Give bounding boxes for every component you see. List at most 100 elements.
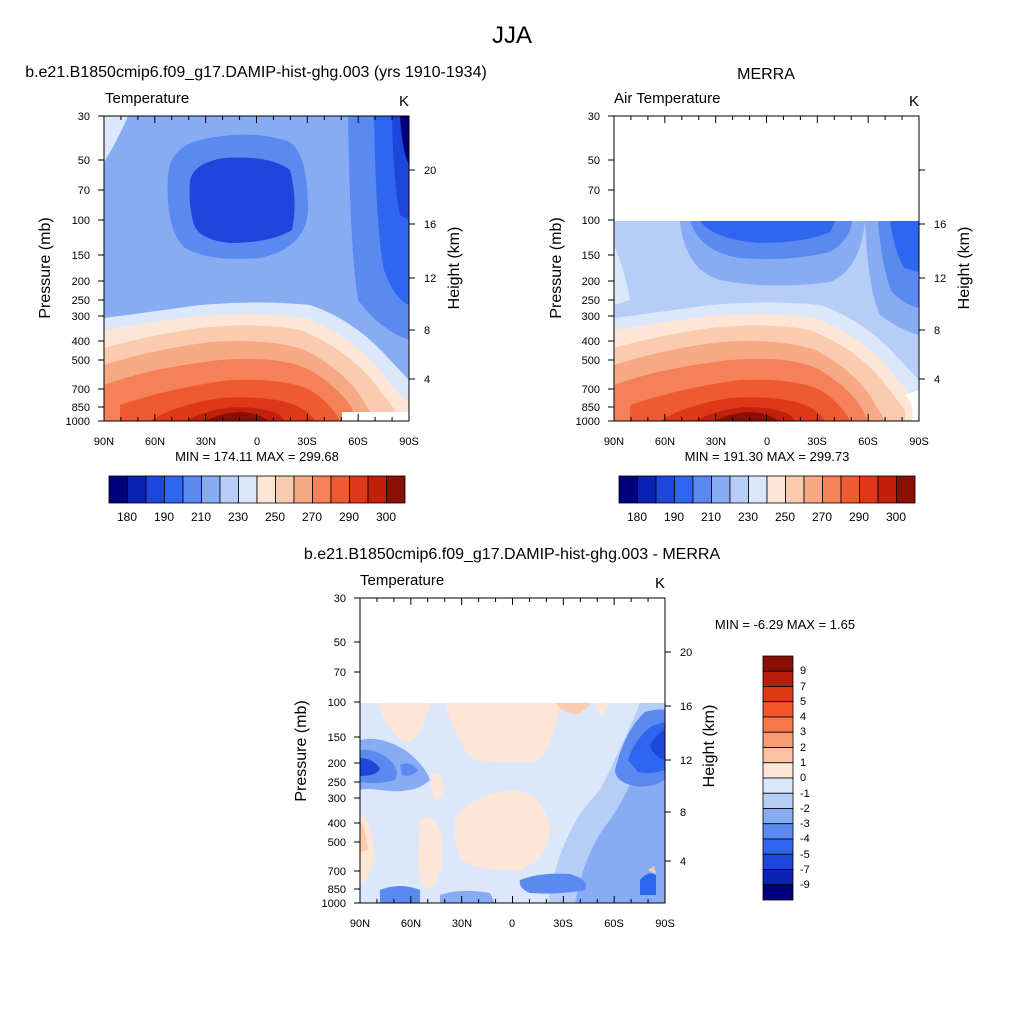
- y-tick-label: 200: [72, 276, 90, 288]
- y-tick-label: 1000: [66, 416, 90, 428]
- colorbar-swatch: [729, 475, 749, 504]
- height-tick-label: 8: [934, 325, 940, 337]
- y-tick-label: 500: [582, 355, 600, 367]
- colorbar-label: 290: [849, 510, 869, 524]
- height-tick-label: 20: [424, 165, 436, 177]
- colorbar-swatch: [762, 762, 794, 779]
- colorbar-label: 250: [265, 510, 285, 524]
- height-tick-label: 12: [934, 273, 946, 285]
- colorbar-swatch: [367, 475, 387, 504]
- x-tick-label: 30N: [196, 436, 216, 448]
- colorbar-swatch: [762, 655, 794, 672]
- colorbar-swatch: [762, 884, 794, 901]
- colorbar-swatch: [748, 475, 768, 504]
- colorbar-swatch: [762, 701, 794, 718]
- y-tick-label: 400: [72, 336, 90, 348]
- y-tick-label: 70: [334, 667, 346, 679]
- x-tick-label: 90S: [655, 918, 675, 930]
- colorbar-swatch: [275, 475, 295, 504]
- panel-observation-y-ticks-right: 16 12 8 4: [934, 219, 946, 386]
- colorbar-label: 270: [302, 510, 322, 524]
- x-tick-label: 60N: [401, 918, 421, 930]
- colorbar-swatch: [785, 475, 805, 504]
- colorbar-label: 300: [886, 510, 906, 524]
- colorbar-label: 250: [775, 510, 795, 524]
- colorbar-label: -9: [800, 879, 810, 891]
- colorbar-label: -3: [800, 818, 810, 830]
- colorbar-swatch: [349, 475, 369, 504]
- colorbar-swatch: [762, 838, 794, 855]
- y-tick-label: 400: [582, 336, 600, 348]
- colorbar-swatch: [762, 747, 794, 764]
- panel-difference-left-label: Temperature: [360, 572, 444, 589]
- colorbar-swatch: [637, 475, 657, 504]
- x-tick-label: 90N: [604, 436, 624, 448]
- y-tick-label: 850: [582, 402, 600, 414]
- colorbar-swatch: [762, 670, 794, 687]
- panel-model-y-ticks: 30 50 70 100 150 200 250 300 400 500 700…: [66, 111, 90, 428]
- colorbar-label: 7: [800, 681, 806, 693]
- y-tick-label: 1000: [322, 898, 346, 910]
- y-tick-label: 150: [328, 732, 346, 744]
- panel-model-field: [104, 116, 409, 421]
- panel-difference-y-ticks-right: 20 16 12 8 4: [680, 647, 692, 868]
- y-tick-label: 100: [328, 697, 346, 709]
- y-tick-label: 200: [328, 758, 346, 770]
- colorbar-label: 2: [800, 742, 806, 754]
- panel-difference-ylabel-right: Height (km): [701, 705, 718, 788]
- panel-difference-x-ticks: 90N 60N 30N 0 30S 60S 90S: [350, 918, 675, 930]
- colorbar-label: -2: [800, 803, 810, 815]
- panel-observation-units: K: [909, 93, 919, 110]
- height-tick-label: 4: [424, 374, 430, 386]
- y-tick-label: 100: [582, 215, 600, 227]
- x-tick-label: 90S: [909, 436, 929, 448]
- y-tick-label: 150: [72, 250, 90, 262]
- y-tick-label: 200: [582, 276, 600, 288]
- x-tick-label: 90S: [399, 436, 419, 448]
- panel-model-colorbar: 180 190 210 230 250 270 290 300: [108, 475, 406, 524]
- x-tick-label: 0: [509, 918, 515, 930]
- y-tick-label: 30: [334, 593, 346, 605]
- y-tick-label: 70: [78, 185, 90, 197]
- colorbar-label: 0: [800, 772, 806, 784]
- colorbar-label: -5: [800, 849, 810, 861]
- x-tick-label: 0: [254, 436, 260, 448]
- panel-model-x-ticks: 90N 60N 30N 0 30S 60S 90S: [94, 436, 419, 448]
- colorbar-swatch: [762, 792, 794, 809]
- colorbar-swatch: [762, 731, 794, 748]
- y-tick-label: 100: [72, 215, 90, 227]
- figure-title: JJA: [492, 22, 532, 49]
- colorbar-label: 230: [738, 510, 758, 524]
- colorbar-swatch: [762, 869, 794, 886]
- colorbar-swatch: [618, 475, 638, 504]
- y-tick-label: 300: [328, 793, 346, 805]
- x-tick-label: 30S: [553, 918, 573, 930]
- height-tick-label: 12: [424, 273, 436, 285]
- panel-model-ylabel-right: Height (km): [446, 227, 463, 310]
- panel-model-left-label: Temperature: [105, 90, 189, 107]
- y-tick-label: 50: [334, 637, 346, 649]
- colorbar-swatch: [256, 475, 276, 504]
- colorbar-label: -4: [800, 833, 810, 845]
- y-tick-label: 300: [582, 311, 600, 323]
- colorbar-swatch: [896, 475, 916, 504]
- panel-difference-title: b.e21.B1850cmip6.f09_g17.DAMIP-hist-ghg.…: [304, 546, 721, 563]
- x-tick-label: 60N: [655, 436, 675, 448]
- colorbar-swatch: [238, 475, 258, 504]
- panel-model-title: b.e21.B1850cmip6.f09_g17.DAMIP-hist-ghg.…: [25, 64, 487, 81]
- panel-observation: MERRA Air Temperature K 90N: [548, 66, 973, 524]
- height-tick-label: 20: [680, 647, 692, 659]
- x-tick-label: 30N: [706, 436, 726, 448]
- panel-observation-ylabel: Pressure (mb): [548, 217, 565, 318]
- height-tick-label: 4: [680, 856, 686, 868]
- y-tick-label: 850: [72, 402, 90, 414]
- panel-difference: b.e21.B1850cmip6.f09_g17.DAMIP-hist-ghg.…: [293, 546, 855, 930]
- height-tick-label: 16: [424, 219, 436, 231]
- colorbar-label: 190: [664, 510, 684, 524]
- height-tick-label: 8: [424, 325, 430, 337]
- colorbar-swatch: [762, 823, 794, 840]
- panel-observation-field: [614, 221, 919, 421]
- panel-observation-left-label: Air Temperature: [614, 90, 720, 107]
- panel-observation-y-ticks: 30 50 70 100 150 200 250 300 400 500 700…: [576, 111, 600, 428]
- colorbar-label: 300: [376, 510, 396, 524]
